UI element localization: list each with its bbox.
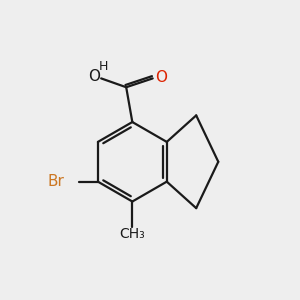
- Text: CH₃: CH₃: [119, 227, 145, 241]
- Text: O: O: [88, 68, 100, 83]
- Text: O: O: [155, 70, 167, 85]
- Text: Br: Br: [47, 174, 64, 189]
- Text: H: H: [99, 60, 108, 73]
